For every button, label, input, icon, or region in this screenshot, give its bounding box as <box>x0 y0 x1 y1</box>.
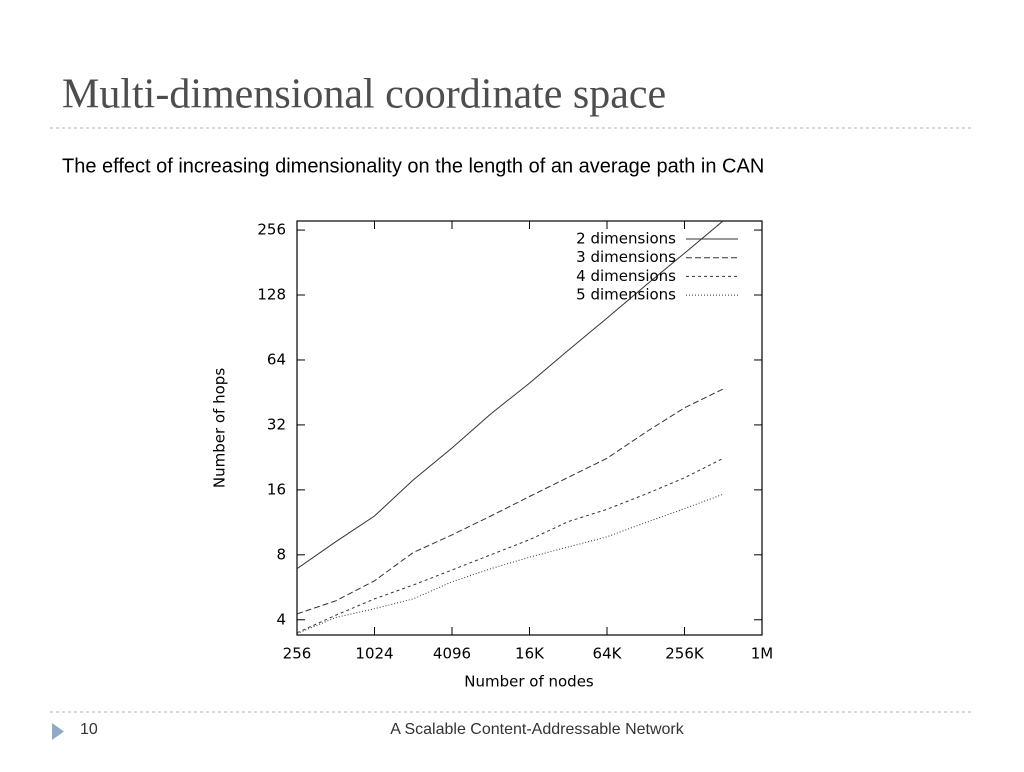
slide-title: Multi-dimensional coordinate space <box>62 72 666 118</box>
x-tick-label: 1024 <box>355 645 393 663</box>
slide-subtitle: The effect of increasing dimensionality … <box>62 155 764 177</box>
y-tick-label: 16 <box>267 480 286 498</box>
footer-bullet <box>52 723 64 740</box>
x-tick-label: 256 <box>283 645 312 663</box>
legend-label: 5 dimensions <box>576 286 676 304</box>
y-tick-label: 128 <box>257 286 286 304</box>
series-line <box>297 493 724 635</box>
series-line <box>297 388 724 615</box>
legend-label: 2 dimensions <box>576 230 676 248</box>
x-tick-label: 1M <box>751 645 774 663</box>
y-tick-label: 64 <box>267 350 286 368</box>
y-tick-label: 32 <box>267 415 286 433</box>
x-tick-label: 64K <box>593 645 623 663</box>
x-tick-label: 256K <box>665 645 705 663</box>
plot-frame <box>296 220 763 636</box>
legend-label: 4 dimensions <box>576 267 676 285</box>
y-tick-label: 256 <box>257 221 286 239</box>
y-axis-label: Number of hops <box>211 368 229 488</box>
legend-label: 3 dimensions <box>576 248 676 266</box>
x-tick-label: 16K <box>515 645 545 663</box>
series-line <box>297 221 724 570</box>
x-axis-label: Number of nodes <box>464 673 594 691</box>
x-tick-label: 4096 <box>433 645 471 663</box>
y-tick-label: 4 <box>276 610 286 628</box>
page-number: 10 <box>80 721 98 738</box>
footer-text: A Scalable Content-Addressable Network <box>390 721 684 738</box>
y-tick-label: 8 <box>276 545 286 563</box>
series-line <box>297 457 724 634</box>
